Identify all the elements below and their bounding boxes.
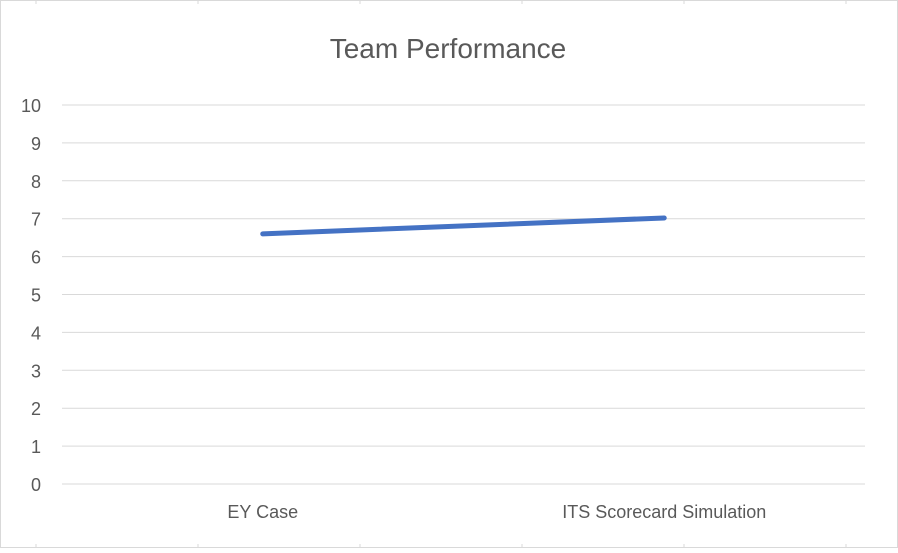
- y-tick-label: 5: [31, 286, 41, 306]
- y-tick-label: 2: [31, 399, 41, 419]
- y-axis-tick-labels: 0 1 2 3 4 5 6 7 8 9 10: [21, 96, 41, 495]
- x-axis-tick-labels: EY Case ITS Scorecard Simulation: [227, 502, 766, 522]
- gridlines: [62, 104, 865, 485]
- frame-ticks: [35, 0, 847, 548]
- series-line: [260, 215, 667, 237]
- y-tick-label: 4: [31, 323, 41, 343]
- x-tick-label: EY Case: [227, 502, 298, 522]
- y-tick-label: 1: [31, 437, 41, 457]
- y-tick-label: 0: [31, 475, 41, 495]
- y-tick-label: 8: [31, 172, 41, 192]
- y-tick-label: 9: [31, 134, 41, 154]
- y-tick-label: 3: [31, 361, 41, 381]
- y-tick-label: 6: [31, 248, 41, 268]
- y-tick-label: 10: [21, 96, 41, 116]
- x-tick-label: ITS Scorecard Simulation: [562, 502, 766, 522]
- y-tick-label: 7: [31, 210, 41, 230]
- chart-title: Team Performance: [330, 33, 567, 64]
- series-layer: [260, 215, 667, 237]
